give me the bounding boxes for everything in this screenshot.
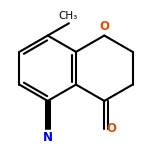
- Text: CH₃: CH₃: [58, 11, 77, 21]
- Text: N: N: [43, 131, 53, 144]
- Text: O: O: [106, 122, 116, 135]
- Text: O: O: [99, 20, 109, 33]
